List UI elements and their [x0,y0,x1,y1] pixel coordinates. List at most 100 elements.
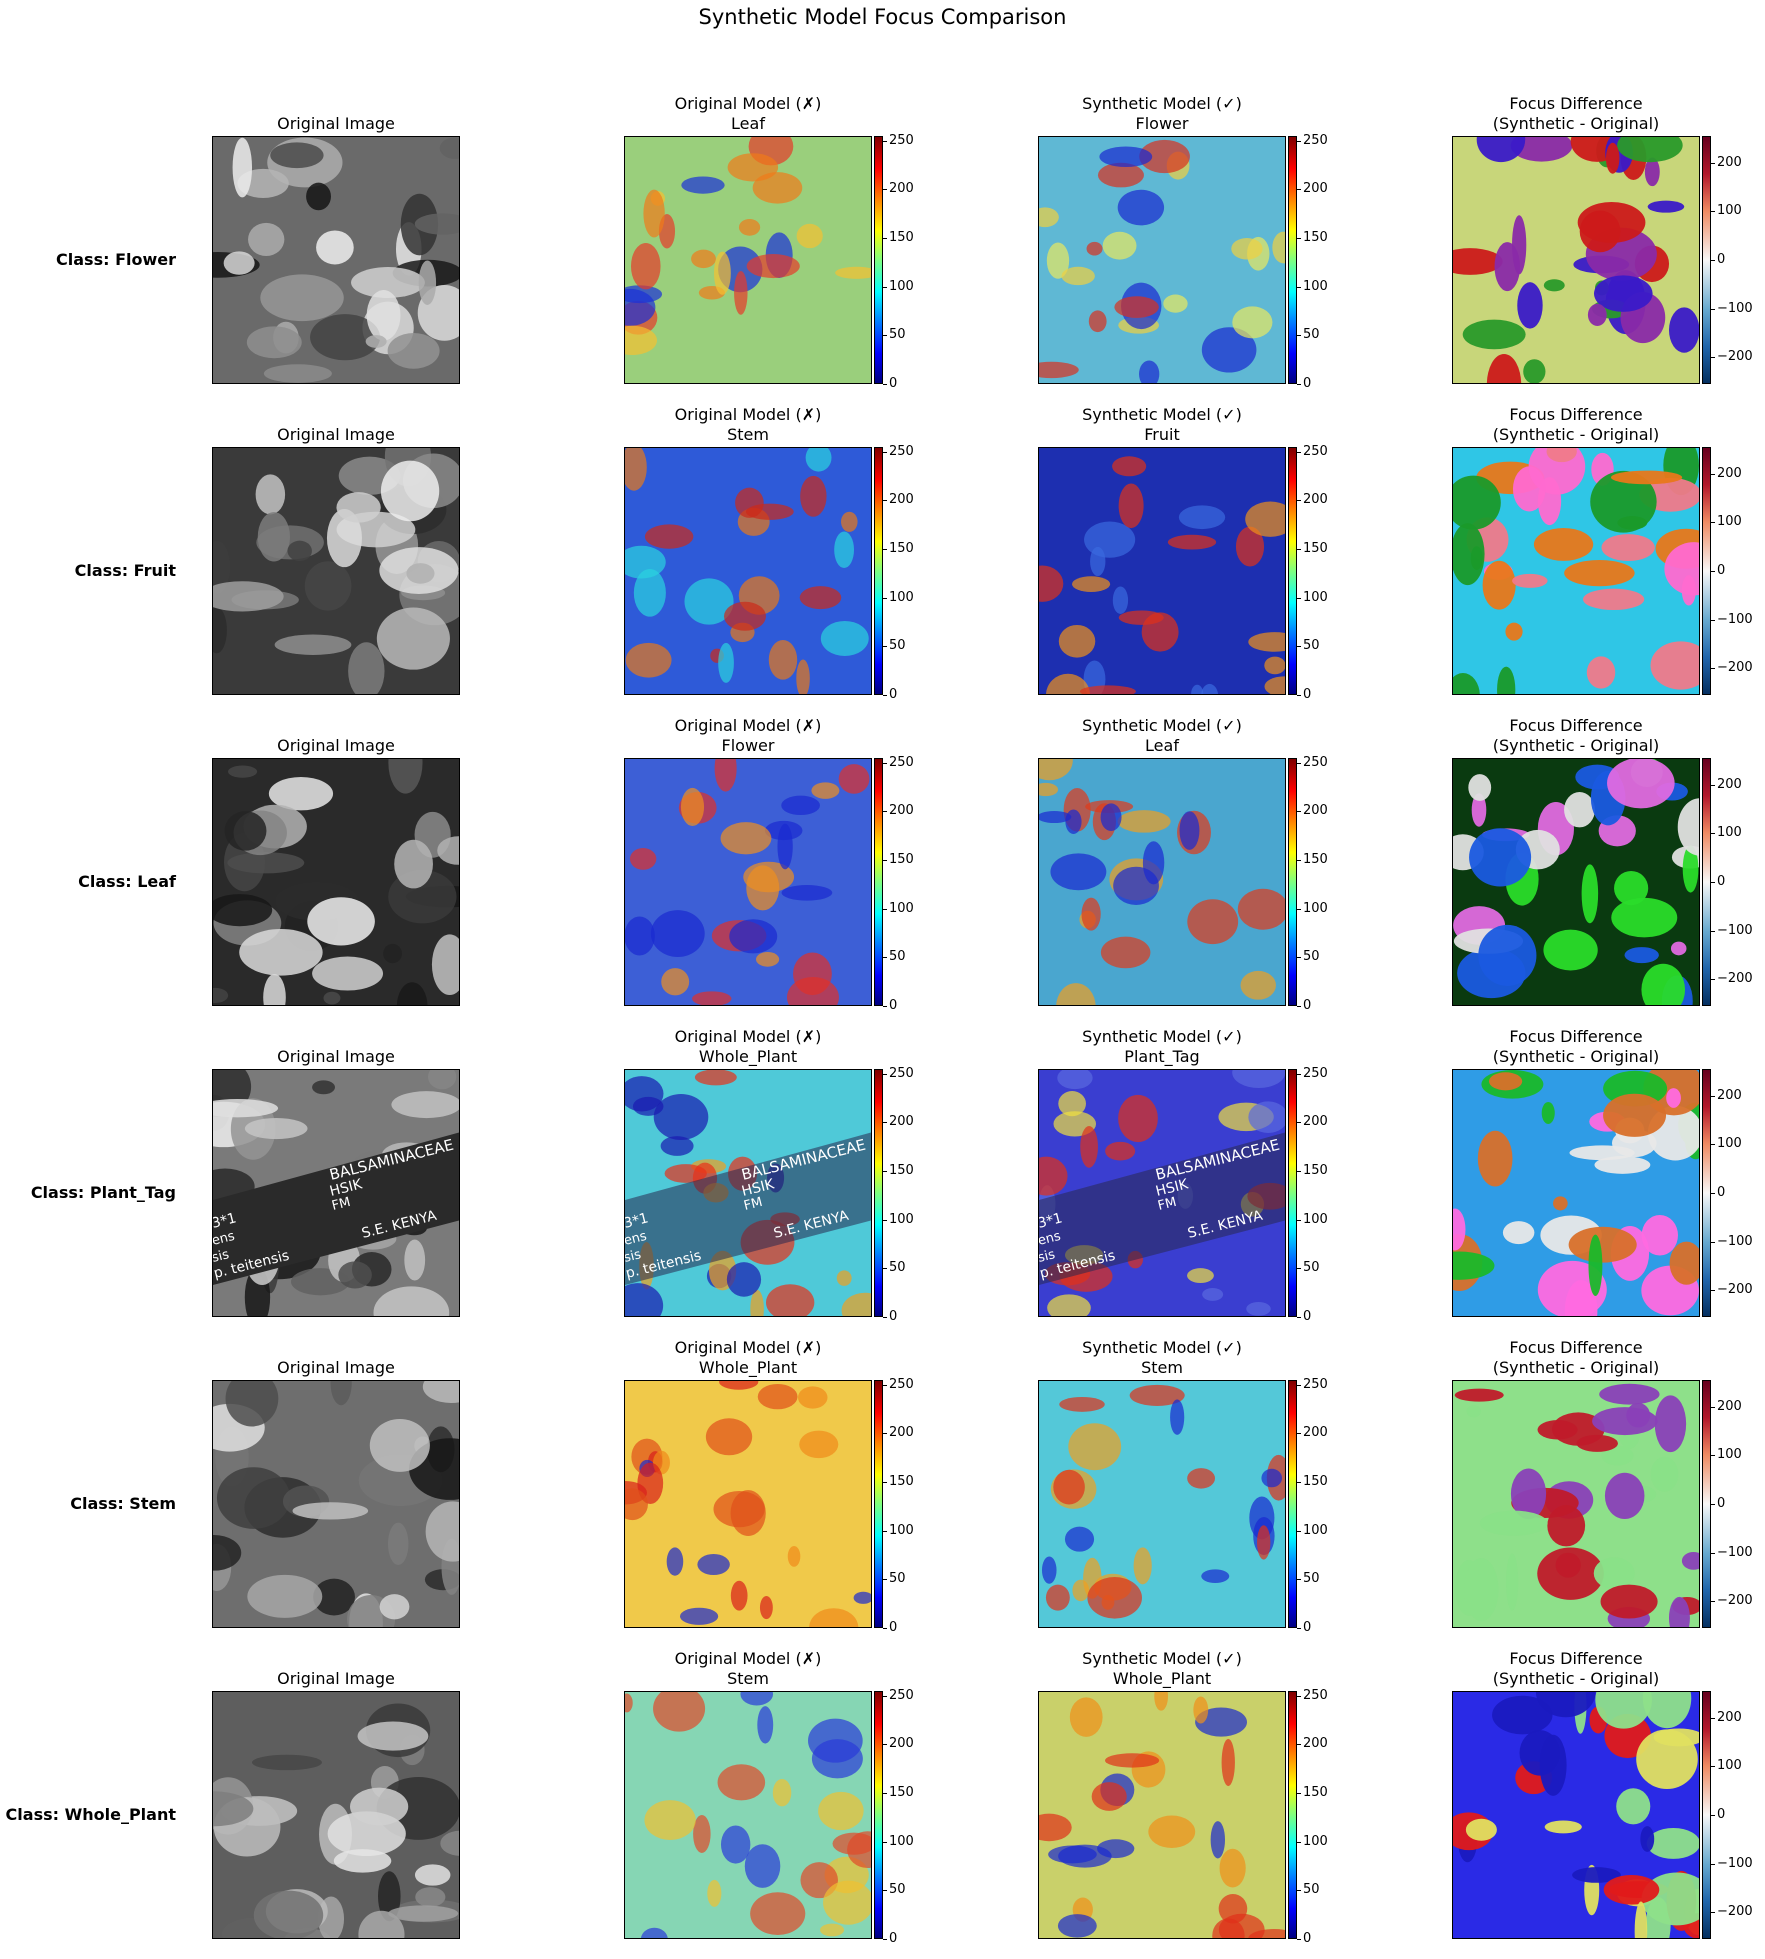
tag-text: FM [742,1195,764,1214]
attention-blob [1105,1141,1136,1161]
image-texture [388,1905,459,1922]
image-texture [213,581,284,612]
image-texture [440,1830,459,1856]
attention-blob [1533,528,1594,561]
attention-blob [1569,1145,1635,1161]
attention-blob [1083,660,1106,694]
attention-blob [1264,676,1285,694]
attention-blob [697,1553,730,1576]
colorbar-tick-label: 200 [1711,1709,1742,1725]
colorbar-tick-label: 200 [1297,181,1328,197]
colorbar-tick-label: 0 [882,687,898,702]
colorbar-tick-label: 50 [883,1882,906,1898]
attention-blob [1139,360,1160,383]
synthetic-model-heatmap-title: Synthetic Model (✓) [1082,1027,1242,1046]
image-texture [388,759,423,794]
attention-blob [1114,296,1159,318]
attention-blob [1564,560,1635,587]
image-texture [213,540,231,594]
attention-blob [1090,546,1106,577]
attention-blob [1117,189,1165,226]
attention-blob [1605,142,1620,174]
attention-blob [1510,137,1573,162]
difference-colorbar [1702,447,1711,695]
attention-blob [1201,1569,1230,1584]
attention-blob [796,659,810,694]
colorbar-tick-label: 200 [1711,1087,1742,1103]
original-image: BALSAMINACEAE HSIK FM S.E. KENYA 3*1 ens sis p.… [212,1069,460,1317]
attention-blob [1453,248,1503,275]
colorbar-tick-label: 150 [1297,852,1328,868]
colorbar-tick-label: 50 [883,1260,906,1276]
attention-blob [1105,1753,1160,1768]
attention-blob [653,1692,706,1732]
colorbar-tick-label: 50 [1297,1260,1320,1276]
colorbar-tick-label: 0 [1296,1309,1312,1324]
colorbar-tick-label: −200 [1711,971,1753,987]
attention-blob [1453,1251,1495,1280]
attention-blob [1492,1695,1553,1735]
attention-blob [693,1814,711,1853]
tag-plate [1039,1132,1285,1285]
focus-difference-map-title: Focus Difference [1509,716,1643,735]
colorbar-tick-label: 100 [1297,1833,1328,1849]
attention-blob [653,1093,709,1141]
synthetic-model-heatmap: BALSAMINACEAE HSIK FM S.E. KENYA 3*1 ens sis p.… [1038,1069,1286,1317]
colorbar-tick-label: 100 [1297,900,1328,916]
image-texture [415,1887,446,1907]
colorbar-tick-label: 0 [882,1931,898,1946]
attention-blob [1246,1301,1271,1316]
attention-blob [1118,1094,1158,1143]
colorbar-tick-label: 100 [1711,203,1742,219]
attention-blob [1564,792,1595,828]
image-texture [313,1578,355,1616]
attention-blob [1102,231,1137,260]
attention-blob [1555,1552,1581,1578]
attention-blob [1058,1091,1086,1117]
attention-blob [1477,1130,1513,1187]
attention-blob [1583,588,1645,611]
attention-blob [1642,1692,1692,1729]
attention-blob [1471,793,1487,827]
attention-blob [729,919,778,954]
row-class-label: Class: Whole_Plant [5,1805,176,1824]
attention-blob [757,1383,798,1410]
image-texture [414,1864,451,1886]
attention-blob [1065,809,1082,834]
attention-blob [1644,157,1660,187]
colorbar-tick-label: 0 [1296,1931,1312,1946]
colorbar-tick-label: 50 [883,949,906,965]
attention-blob [1046,673,1091,694]
colorbar-tick-label: 100 [1711,1447,1742,1463]
original-model-heatmap-title: Stem [727,1669,769,1688]
colorbar-tick-label: 100 [883,900,914,916]
colorbar-tick-label: 150 [1297,1785,1328,1801]
tag-text: 3*1 [625,1210,650,1232]
row-class-label: Class: Leaf [78,872,176,891]
attention-blob [818,1791,864,1831]
colorbar-tick-label: 50 [1297,638,1320,654]
tag-text: HSIK [328,1176,364,1200]
colorbar-tick-label: 50 [883,638,906,654]
colorbar-tick-label: 200 [1711,154,1742,170]
attention-blob [1088,310,1107,333]
attention-blob [1129,1384,1185,1406]
colorbar-tick-label: −100 [1711,300,1753,316]
attention-blob [1581,864,1599,924]
attention-blob [1053,1469,1085,1505]
attention-blob [633,568,666,617]
attention-blob [800,475,827,517]
colorbar-tick-label: 250 [883,1687,914,1703]
attention-blob [1601,1445,1634,1466]
attention-blob [1163,294,1188,313]
attention-blob [1237,888,1285,930]
attention-blob [1141,612,1179,652]
attention-blob [772,1778,792,1807]
focus-difference-map-title: Focus Difference [1509,405,1643,424]
attention-blob [1248,1929,1285,1938]
attention-blob [1248,1101,1285,1133]
image-texture [213,1099,279,1118]
attention-blob [1594,1156,1651,1174]
colorbar-tick-label: −200 [1711,660,1753,676]
image-texture [387,332,440,369]
